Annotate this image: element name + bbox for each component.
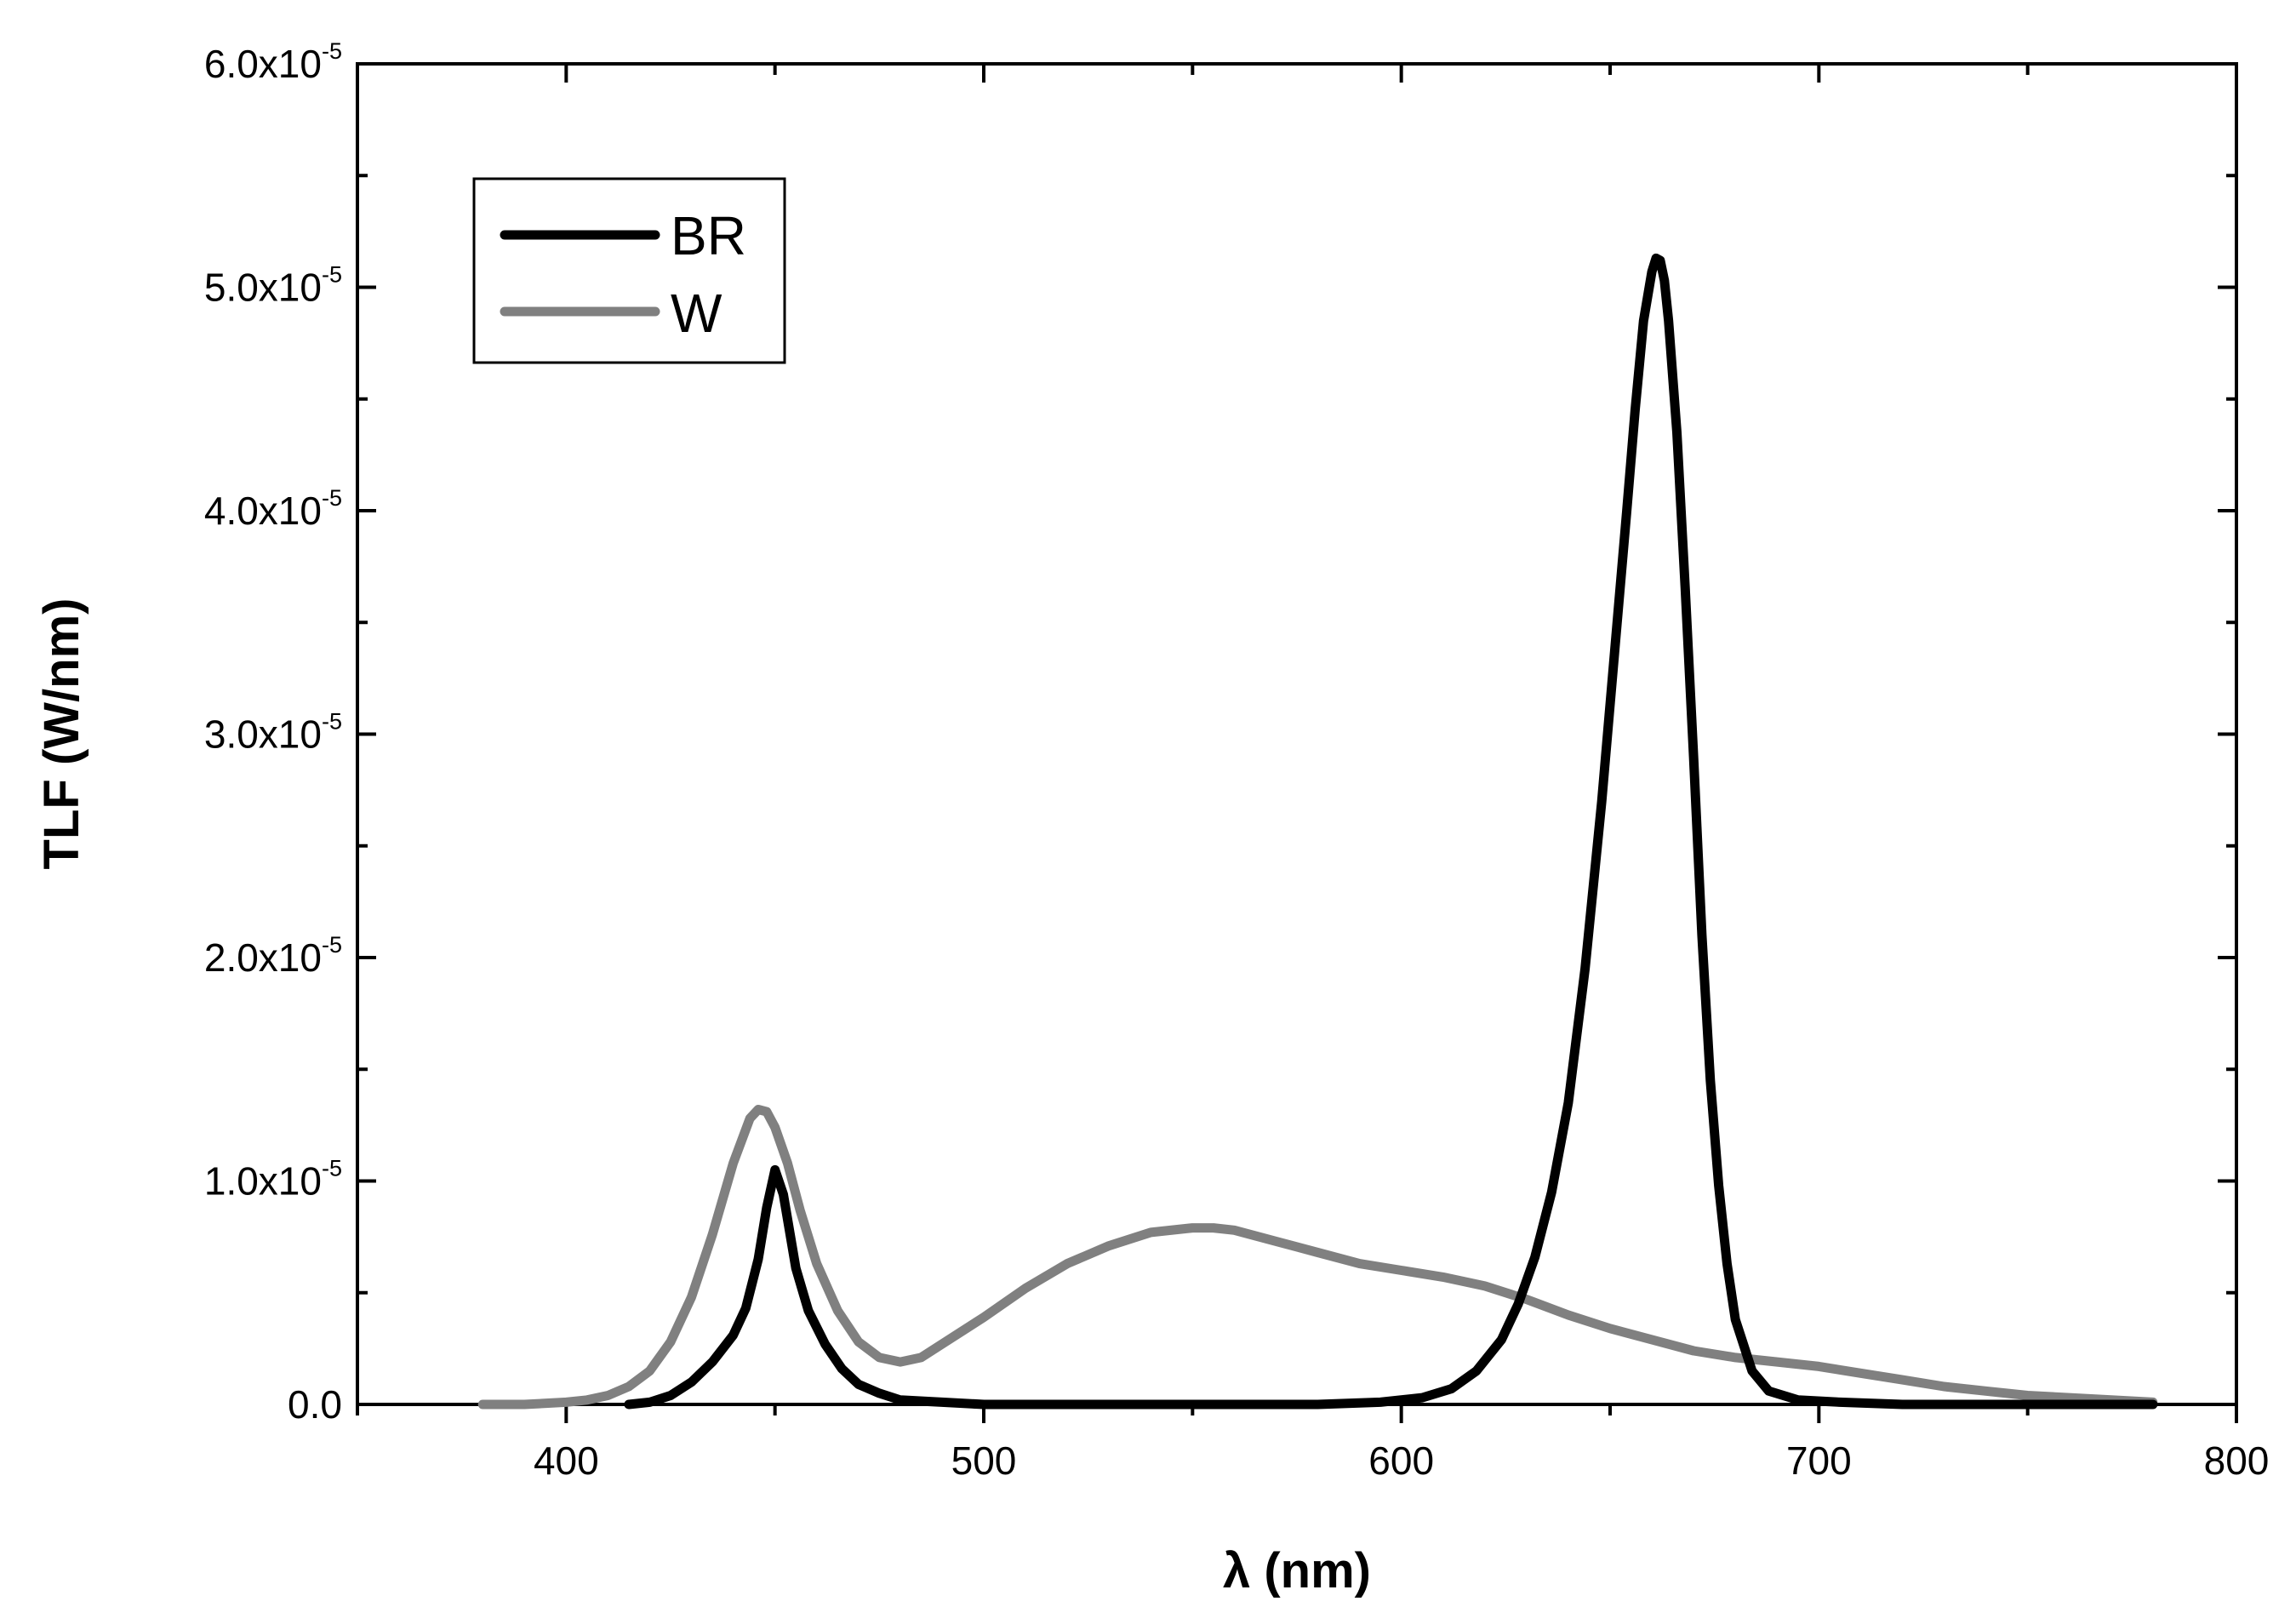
y-tick-label: 1.0x10-5 [204,1156,342,1204]
x-axis-title: λ (nm) [1223,1543,1371,1598]
y-tick-label: 2.0x10-5 [204,932,342,980]
y-tick-label: 3.0x10-5 [204,709,342,757]
y-tick-label: 0.0 [288,1382,342,1427]
legend-label-w: W [671,283,722,344]
x-tick-label: 800 [2204,1438,2270,1483]
x-tick-label: 500 [951,1438,1017,1483]
y-axis: 0.0 1.0x10-5 2.0x10-5 3.0x10-5 4.0x10-5 5.0x1… [204,38,2236,1427]
series-line-br [624,253,2158,1410]
legend-label-br: BR [671,205,746,266]
y-tick-label: 6.0x10-5 [204,38,342,86]
series-line-w [477,1105,2158,1410]
legend-box [472,177,786,364]
y-tick-label: 5.0x10-5 [204,262,342,310]
y-axis-title: TLF (W/nm) [34,598,89,870]
series-lines [477,253,2158,1410]
x-tick-label: 400 [534,1438,599,1483]
legend: BR W [472,177,786,364]
y-tick-label: 4.0x10-5 [204,485,342,533]
x-tick-label: 700 [1786,1438,1852,1483]
x-tick-label: 600 [1368,1438,1434,1483]
